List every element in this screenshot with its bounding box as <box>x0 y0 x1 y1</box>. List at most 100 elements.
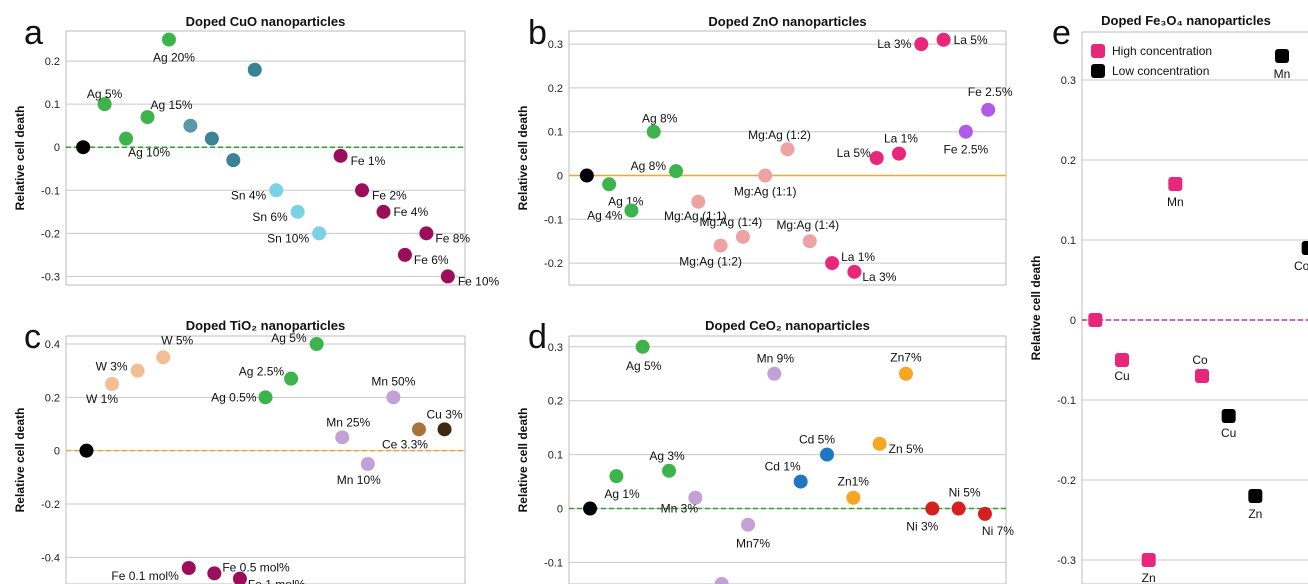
data-point <box>713 238 728 253</box>
data-point <box>437 422 452 437</box>
y-tick-label: 0.3 <box>548 39 563 51</box>
panel-letter: b <box>528 14 547 52</box>
legend-swatch <box>1091 44 1105 58</box>
data-label: Fe 1% <box>351 154 386 168</box>
y-axis-label: Relative cell death <box>13 106 27 211</box>
panel-a: a Doped CuO nanoparticles -0.3 -0.2 -0.1 0 0.1… <box>13 14 500 288</box>
data-label: Mn 25% <box>326 415 370 429</box>
data-label: Ag 5% <box>87 87 123 101</box>
panel-c: c Doped TiO₂ nanoparticles -0.4 -0.2 0 0.2 0.4… <box>13 318 466 584</box>
data-point <box>397 247 412 262</box>
data-label: Ce 3.3% <box>382 437 428 451</box>
data-label: Fe 0.5 mol% <box>222 560 290 574</box>
data-point <box>780 142 795 157</box>
data-point <box>767 366 782 381</box>
panel-title: Doped CeO₂ nanoparticles <box>705 318 870 333</box>
data-point <box>714 577 729 584</box>
y-tick-label: 0.3 <box>1061 75 1076 87</box>
data-label: Fe 1 mol% <box>248 578 306 584</box>
data-label: Mg:Ag (1:2) <box>679 255 742 269</box>
y-tick-label: -0.1 <box>544 557 563 569</box>
data-point <box>204 131 219 146</box>
data-point <box>312 226 327 241</box>
data-label: Mn 10% <box>337 473 381 487</box>
y-axis-label: Relative cell death <box>516 106 530 211</box>
data-point <box>183 118 198 133</box>
data-label: Mn <box>1274 67 1291 81</box>
legend-entry: High concentration <box>1112 44 1212 58</box>
data-label: Cu 3% <box>427 407 463 421</box>
data-point <box>284 371 299 386</box>
y-tick-label: 0.2 <box>45 56 60 68</box>
data-point <box>247 62 262 77</box>
data-label: Mn 3% <box>661 502 699 516</box>
data-point <box>258 390 273 405</box>
data-point <box>635 339 650 354</box>
data-label: W 5% <box>161 333 193 347</box>
y-tick-label: 0 <box>557 171 563 183</box>
data-label: Co <box>1192 353 1208 367</box>
data-label: Fe 0.1 mol% <box>111 569 179 583</box>
data-label: Co <box>1294 259 1308 273</box>
data-point <box>981 102 996 117</box>
data-point <box>376 204 391 219</box>
data-point <box>735 229 750 244</box>
data-point <box>333 148 348 163</box>
data-label: Fe 2% <box>372 188 407 202</box>
data-point <box>688 490 703 505</box>
legend: High concentration Low concentration <box>1091 44 1212 78</box>
data-point <box>1141 553 1156 567</box>
data-point <box>602 177 617 192</box>
data-point <box>156 350 171 365</box>
data-label: Ag 4% <box>587 209 623 223</box>
data-point <box>609 469 624 484</box>
y-axis-label: Relative cell death <box>1029 256 1043 361</box>
data-point <box>440 269 455 284</box>
data-label: Mg:Ag (1:1) <box>664 209 727 223</box>
data-label: Fe 2.5% <box>968 85 1013 99</box>
data-label: Zn7% <box>890 351 922 365</box>
data-point <box>1115 353 1129 367</box>
y-tick-label: 0.4 <box>45 339 60 351</box>
data-label: Ag 2.5% <box>239 365 285 379</box>
data-point <box>386 390 401 405</box>
data-label: Zn1% <box>838 475 870 489</box>
data-point <box>1168 177 1183 191</box>
data-point <box>898 366 913 381</box>
data-label: Ag 15% <box>151 98 193 112</box>
y-tick-label: -0.2 <box>41 499 60 511</box>
data-point <box>872 436 887 451</box>
data-point <box>1275 49 1289 63</box>
data-point <box>802 234 817 249</box>
data-label: Cu <box>1114 369 1129 383</box>
y-tick-label: -0.4 <box>41 552 60 564</box>
data-point <box>847 264 862 279</box>
data-label: Sn 10% <box>267 231 309 245</box>
y-tick-label: -0.1 <box>544 214 563 226</box>
data-label: Mg:Ag (1:1) <box>734 185 797 199</box>
y-tick-label: 0.2 <box>1061 155 1076 167</box>
data-point <box>624 203 639 218</box>
data-label: Fe 4% <box>393 205 428 219</box>
data-point <box>825 256 840 271</box>
panel-e: e Doped Fe₃O₄ nanoparticles -0.3 -0.2 -0.1 0 0… <box>1029 13 1308 584</box>
data-point <box>76 140 91 155</box>
data-point <box>290 204 305 219</box>
data-point <box>79 443 94 458</box>
y-tick-label: -0.1 <box>41 185 60 197</box>
y-tick-label: 0.1 <box>548 127 563 139</box>
data-point <box>181 561 196 575</box>
data-label: Fe 2.5% <box>944 143 989 157</box>
y-tick-label: 0 <box>54 446 60 458</box>
data-point <box>140 110 155 125</box>
data-label: Ni 7% <box>982 524 1014 538</box>
data-point <box>411 422 426 437</box>
data-label: Mn <box>1167 195 1184 209</box>
data-label: Ag 8% <box>631 159 667 173</box>
data-point <box>758 168 773 183</box>
data-point <box>1248 489 1263 503</box>
y-axis-label: Relative cell death <box>516 408 530 513</box>
data-label: Cd 1% <box>765 460 801 474</box>
data-label: Ag 20% <box>153 51 195 65</box>
panel-letter: c <box>24 318 41 356</box>
